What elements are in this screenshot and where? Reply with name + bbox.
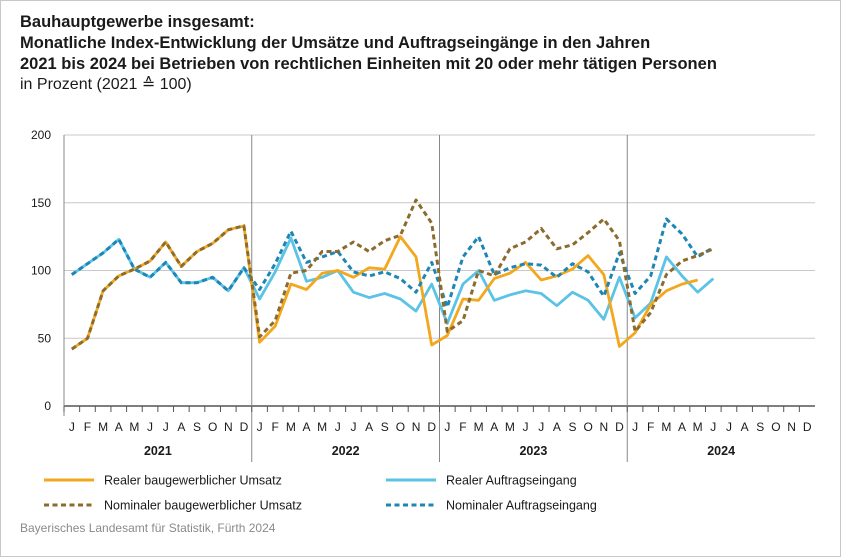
x-tick-label: S bbox=[756, 420, 764, 434]
x-tick-label: A bbox=[741, 420, 749, 434]
gridlines bbox=[63, 134, 815, 462]
title-subtitle: in Prozent (2021 ≙ 100) bbox=[20, 76, 192, 93]
x-tick-label: J bbox=[726, 420, 732, 434]
x-tick-label: J bbox=[147, 420, 153, 434]
year-label: 2023 bbox=[519, 444, 547, 458]
x-tick-label: J bbox=[257, 420, 263, 434]
x-tick-label: J bbox=[69, 420, 75, 434]
legend-label: Realer baugewerblicher Umsatz bbox=[104, 474, 282, 488]
x-tick-label: M bbox=[693, 420, 703, 434]
x-tick-label: O bbox=[208, 420, 217, 434]
legend: Realer baugewerblicher Umsatz Nominaler b… bbox=[44, 474, 597, 513]
x-tick-label: F bbox=[459, 420, 466, 434]
x-tick-label: M bbox=[98, 420, 108, 434]
y-axis-ticks: 0 50 100 150 200 bbox=[31, 128, 51, 413]
x-tick-label: M bbox=[129, 420, 139, 434]
x-tick-label: J bbox=[335, 420, 341, 434]
title-line-3: 2021 bis 2024 bei Betrieben von rechtlic… bbox=[20, 55, 717, 73]
x-tick-label: A bbox=[678, 420, 686, 434]
x-tick-label: J bbox=[350, 420, 356, 434]
source-note: Bayerisches Landesamt für Statistik, Für… bbox=[20, 521, 276, 535]
x-tick-label: M bbox=[474, 420, 484, 434]
x-tick-label: F bbox=[84, 420, 91, 434]
y-tick-label: 150 bbox=[31, 196, 51, 210]
series-lines bbox=[70, 198, 715, 351]
series-line-1 bbox=[70, 198, 714, 351]
x-tick-label: N bbox=[412, 420, 421, 434]
x-tick-label: O bbox=[583, 420, 592, 434]
series-line-3 bbox=[70, 217, 715, 309]
x-tick-label: A bbox=[490, 420, 498, 434]
y-tick-label: 0 bbox=[44, 399, 51, 413]
series-line-0 bbox=[71, 224, 699, 351]
x-tick-label: S bbox=[381, 420, 389, 434]
x-tick-label: J bbox=[163, 420, 169, 434]
x-tick-label: D bbox=[427, 420, 436, 434]
x-tick-label: D bbox=[240, 420, 249, 434]
year-label: 2022 bbox=[332, 444, 360, 458]
x-tick-label: M bbox=[505, 420, 515, 434]
x-tick-label: J bbox=[538, 420, 544, 434]
legend-label: Realer Auftragseingang bbox=[446, 474, 577, 488]
legend-label: Nominaler baugewerblicher Umsatz bbox=[104, 499, 302, 513]
x-tick-label: M bbox=[286, 420, 296, 434]
x-tick-label: J bbox=[710, 420, 716, 434]
year-label: 2024 bbox=[707, 444, 735, 458]
title-line-2: Monatliche Index-Entwicklung der Umsätze… bbox=[20, 34, 651, 52]
chart-title: Bauhauptgewerbe insgesamt: Monatliche In… bbox=[20, 12, 830, 95]
x-tick-label: A bbox=[365, 420, 373, 434]
y-tick-label: 100 bbox=[31, 264, 51, 278]
y-tick-label: 200 bbox=[31, 128, 51, 142]
x-tick-label: F bbox=[647, 420, 654, 434]
x-tick-label: M bbox=[661, 420, 671, 434]
x-tick-label: F bbox=[272, 420, 279, 434]
x-tick-label: N bbox=[224, 420, 233, 434]
legend-label: Nominaler Auftragseingang bbox=[446, 499, 597, 513]
x-tick-label: O bbox=[396, 420, 405, 434]
x-tick-label: S bbox=[193, 420, 201, 434]
x-tick-label: J bbox=[444, 420, 450, 434]
x-tick-label: J bbox=[632, 420, 638, 434]
x-tick-label: D bbox=[615, 420, 624, 434]
x-tick-label: A bbox=[115, 420, 123, 434]
y-tick-label: 50 bbox=[38, 331, 52, 345]
x-tick-label: S bbox=[568, 420, 576, 434]
x-tick-label: J bbox=[523, 420, 529, 434]
x-tick-label: A bbox=[177, 420, 185, 434]
x-tick-label: D bbox=[803, 420, 812, 434]
x-tick-label: N bbox=[599, 420, 608, 434]
x-tick-label: O bbox=[771, 420, 780, 434]
year-label: 2021 bbox=[144, 444, 172, 458]
x-tick-label: A bbox=[303, 420, 311, 434]
x-tick-label: A bbox=[553, 420, 561, 434]
title-line-1: Bauhauptgewerbe insgesamt: bbox=[20, 13, 255, 31]
x-tick-label: N bbox=[787, 420, 796, 434]
x-tick-label: M bbox=[317, 420, 327, 434]
